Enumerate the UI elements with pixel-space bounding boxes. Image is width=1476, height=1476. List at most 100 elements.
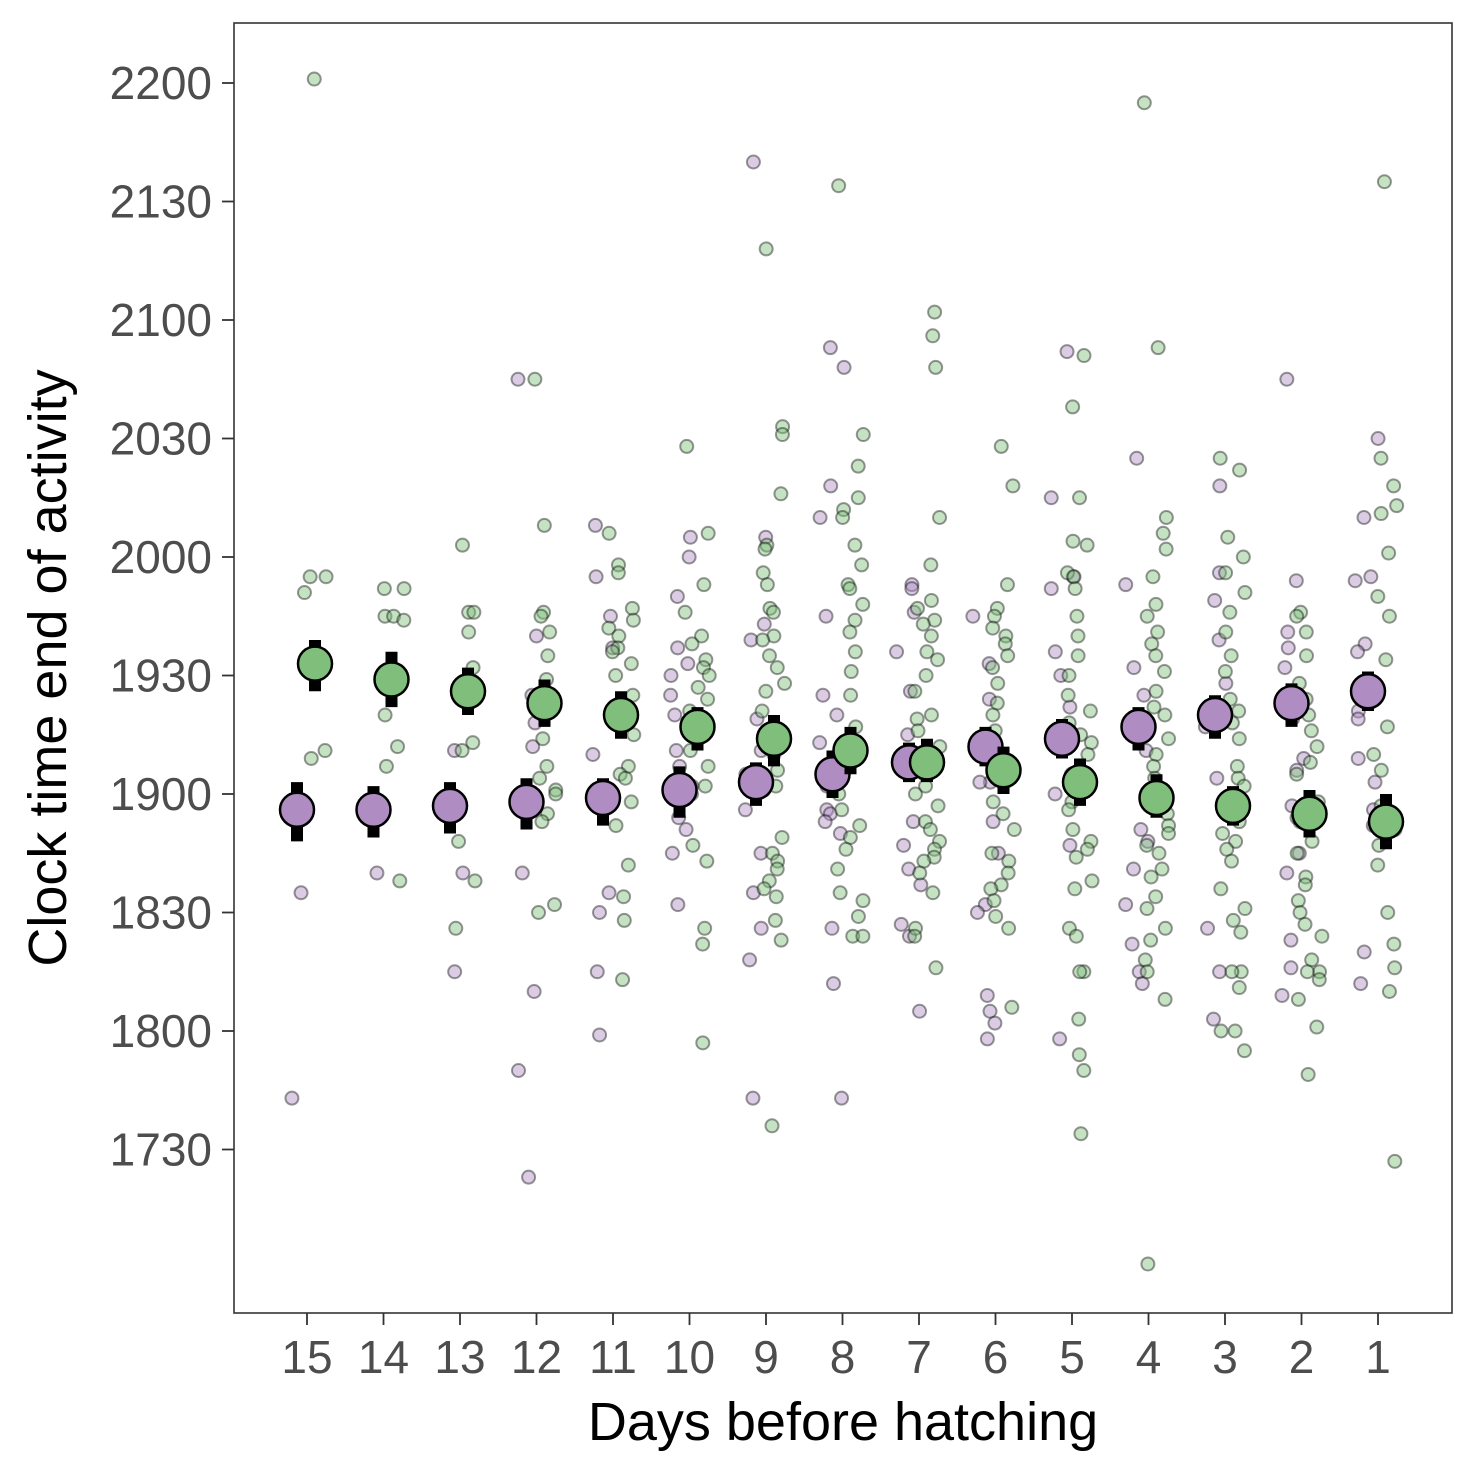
raw-data-point bbox=[1381, 984, 1397, 999]
raw-data-point bbox=[850, 458, 866, 474]
raw-data-point bbox=[1065, 569, 1081, 585]
raw-data-point bbox=[540, 648, 556, 664]
raw-data-point bbox=[985, 620, 1001, 636]
raw-data-point bbox=[1381, 608, 1397, 624]
raw-data-point bbox=[1218, 675, 1234, 691]
raw-data-point bbox=[1389, 498, 1405, 514]
raw-data-point bbox=[972, 774, 988, 790]
raw-data-point bbox=[999, 577, 1015, 593]
raw-data-point bbox=[896, 837, 912, 853]
raw-data-point bbox=[1148, 683, 1164, 699]
raw-data-point bbox=[904, 581, 920, 597]
raw-data-point bbox=[823, 478, 839, 494]
raw-data-point bbox=[1134, 976, 1150, 992]
raw-data-point bbox=[822, 806, 838, 822]
raw-data-point bbox=[917, 814, 933, 830]
raw-data-point bbox=[1302, 754, 1318, 770]
raw-data-point bbox=[1288, 573, 1304, 589]
raw-data-point bbox=[855, 893, 871, 909]
mean-point bbox=[602, 696, 640, 734]
raw-data-point bbox=[923, 628, 939, 644]
mean-point bbox=[296, 645, 334, 682]
raw-data-point bbox=[1148, 596, 1164, 612]
raw-data-point bbox=[766, 628, 782, 644]
raw-data-point bbox=[1209, 770, 1225, 786]
raw-data-point bbox=[1083, 833, 1099, 849]
raw-data-point bbox=[832, 885, 848, 901]
raw-data-point bbox=[1230, 770, 1246, 786]
raw-data-point bbox=[610, 557, 626, 573]
raw-data-point bbox=[608, 818, 624, 834]
raw-data-point bbox=[1363, 569, 1379, 585]
raw-data-point bbox=[695, 936, 711, 952]
raw-data-point bbox=[1146, 758, 1162, 774]
raw-data-point bbox=[1312, 964, 1328, 980]
raw-data-point bbox=[1353, 976, 1369, 992]
raw-data-point bbox=[1071, 1047, 1087, 1063]
raw-data-point bbox=[1350, 644, 1366, 660]
raw-data-point bbox=[514, 865, 530, 881]
raw-data-point bbox=[832, 826, 848, 841]
raw-data-point bbox=[926, 849, 942, 865]
raw-data-point bbox=[1148, 747, 1164, 762]
raw-data-point bbox=[1065, 822, 1081, 838]
raw-data-point bbox=[698, 652, 714, 668]
raw-data-point bbox=[534, 814, 550, 830]
raw-data-point bbox=[1386, 936, 1402, 952]
raw-data-point bbox=[926, 841, 942, 857]
raw-data-point bbox=[467, 873, 483, 889]
raw-data-point bbox=[969, 905, 985, 920]
mean-point bbox=[1043, 720, 1081, 757]
raw-data-point bbox=[1292, 905, 1308, 920]
raw-data-point bbox=[663, 668, 679, 683]
raw-data-point bbox=[1118, 577, 1134, 593]
raw-data-point bbox=[1082, 703, 1098, 719]
mean-point bbox=[832, 732, 869, 769]
y-tick-label: 2100 bbox=[110, 294, 212, 346]
raw-data-point bbox=[1293, 604, 1309, 620]
raw-data-point bbox=[757, 541, 773, 557]
raw-data-point bbox=[842, 624, 858, 640]
x-tick-label: 15 bbox=[281, 1331, 332, 1383]
raw-data-point bbox=[1076, 1063, 1092, 1078]
raw-data-point bbox=[742, 952, 758, 968]
raw-data-point bbox=[925, 885, 941, 901]
raw-data-point bbox=[1065, 399, 1081, 415]
mean-point bbox=[1196, 696, 1234, 734]
raw-data-point bbox=[700, 525, 716, 541]
raw-data-point bbox=[1125, 861, 1141, 877]
mean-point bbox=[584, 779, 622, 817]
raw-data-point bbox=[455, 865, 471, 881]
raw-data-point bbox=[753, 845, 769, 861]
raw-data-point bbox=[610, 565, 626, 581]
raw-data-point bbox=[1299, 648, 1315, 664]
raw-data-point bbox=[768, 889, 784, 905]
raw-data-point bbox=[1206, 1011, 1222, 1027]
raw-data-point bbox=[1207, 592, 1223, 608]
raw-data-point bbox=[997, 636, 1013, 652]
x-axis-title: Days before hatching bbox=[588, 1392, 1098, 1452]
x-tick-label: 4 bbox=[1136, 1331, 1162, 1383]
raw-data-point bbox=[699, 853, 715, 869]
raw-data-point bbox=[682, 529, 698, 545]
raw-data-point bbox=[680, 656, 696, 672]
raw-data-point bbox=[1350, 711, 1366, 727]
raw-data-point bbox=[1290, 893, 1306, 909]
raw-data-point bbox=[847, 537, 863, 553]
raw-data-point bbox=[1118, 897, 1134, 913]
raw-data-point bbox=[690, 679, 706, 695]
raw-data-point bbox=[396, 581, 412, 597]
raw-data-point bbox=[985, 660, 1001, 676]
raw-data-point bbox=[1212, 450, 1228, 466]
raw-data-point bbox=[1370, 431, 1386, 446]
raw-data-point bbox=[907, 683, 923, 699]
raw-data-point bbox=[900, 727, 916, 743]
raw-data-point bbox=[539, 806, 555, 822]
raw-data-point bbox=[592, 905, 608, 920]
raw-data-point bbox=[1158, 510, 1174, 525]
raw-data-point bbox=[1079, 841, 1095, 857]
raw-data-point bbox=[850, 490, 866, 506]
x-tick-label: 7 bbox=[906, 1331, 932, 1383]
x-tick-label: 11 bbox=[589, 1331, 637, 1383]
raw-data-point bbox=[588, 569, 604, 585]
